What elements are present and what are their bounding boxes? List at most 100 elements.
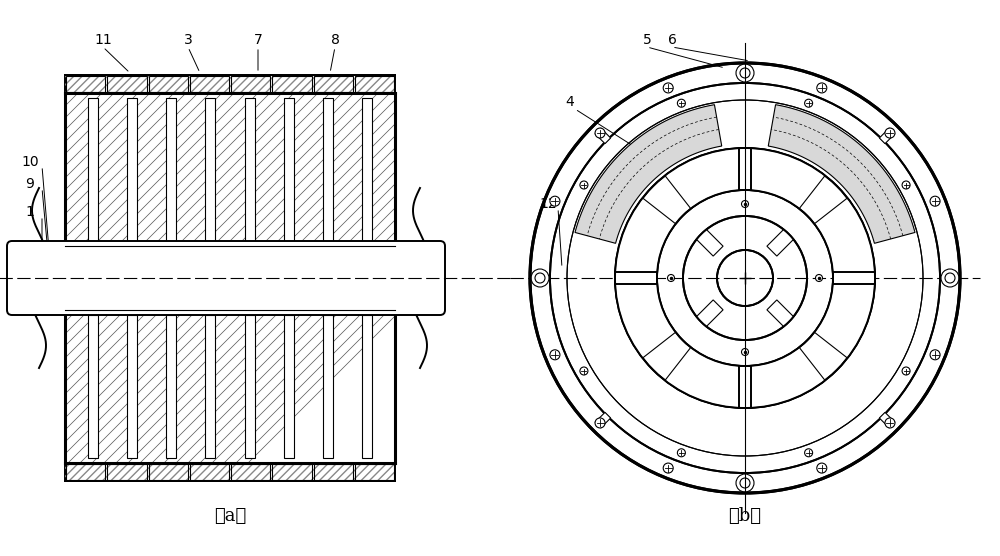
Circle shape [817, 83, 827, 93]
Polygon shape [615, 198, 676, 358]
Circle shape [930, 196, 940, 206]
Polygon shape [739, 148, 751, 190]
Polygon shape [767, 229, 794, 256]
Circle shape [941, 269, 959, 287]
Circle shape [663, 463, 673, 473]
Bar [245, 98, 255, 241]
Circle shape [930, 350, 940, 360]
Circle shape [740, 68, 750, 78]
Bar [107, 76, 146, 92]
Circle shape [531, 269, 549, 287]
Bar [88, 98, 98, 241]
Circle shape [805, 99, 813, 107]
Circle shape [683, 216, 807, 340]
Bar [66, 464, 105, 480]
Bar [65, 93, 395, 246]
Bar [595, 413, 611, 428]
Bar [355, 464, 394, 480]
Bar [127, 315, 137, 458]
Polygon shape [575, 105, 722, 244]
Bar [205, 98, 215, 241]
Bar [314, 76, 353, 92]
Circle shape [663, 83, 673, 93]
Circle shape [550, 350, 560, 360]
Bar [47, 284, 65, 312]
Text: 4: 4 [566, 95, 574, 109]
Bar [362, 98, 372, 241]
Circle shape [885, 128, 895, 138]
Bar [66, 76, 105, 92]
Bar [231, 76, 270, 92]
Circle shape [595, 128, 605, 138]
Text: 11: 11 [94, 33, 112, 47]
Circle shape [736, 64, 754, 82]
Bar [362, 315, 372, 458]
Circle shape [742, 201, 748, 207]
Text: 3: 3 [184, 33, 192, 47]
Bar [272, 464, 312, 480]
Bar [127, 98, 137, 241]
Text: 10: 10 [21, 155, 39, 169]
Bar [323, 315, 333, 458]
Circle shape [717, 250, 773, 306]
Polygon shape [814, 198, 875, 358]
Polygon shape [615, 272, 657, 284]
Circle shape [550, 83, 940, 473]
Circle shape [816, 275, 822, 281]
Bar [245, 315, 255, 458]
Polygon shape [833, 272, 875, 284]
Bar [284, 315, 294, 458]
Bar [166, 315, 176, 458]
Text: （a）: （a） [214, 507, 246, 525]
Text: （b）: （b） [728, 507, 762, 525]
Circle shape [677, 449, 685, 457]
Text: 5: 5 [643, 33, 651, 47]
Circle shape [902, 367, 910, 375]
Circle shape [657, 190, 833, 366]
Circle shape [615, 148, 875, 408]
Circle shape [805, 449, 813, 457]
Bar [47, 244, 65, 272]
FancyBboxPatch shape [391, 256, 421, 300]
Bar [65, 75, 395, 93]
Circle shape [677, 99, 685, 107]
Polygon shape [768, 105, 915, 244]
Bar [323, 98, 333, 241]
Bar [879, 128, 895, 143]
Text: 1: 1 [26, 205, 34, 219]
Circle shape [817, 463, 827, 473]
Polygon shape [696, 229, 723, 256]
Circle shape [530, 63, 960, 493]
Bar [65, 75, 395, 93]
Bar [355, 76, 394, 92]
Bar [88, 315, 98, 458]
Bar [148, 464, 188, 480]
Circle shape [580, 181, 588, 189]
Bar [65, 463, 395, 481]
Polygon shape [665, 348, 825, 408]
Text: 12: 12 [539, 197, 557, 211]
Text: 9: 9 [26, 177, 34, 191]
Text: 6: 6 [668, 33, 676, 47]
Circle shape [740, 478, 750, 488]
Bar [190, 464, 229, 480]
Circle shape [580, 367, 588, 375]
Bar [879, 413, 895, 428]
Circle shape [902, 181, 910, 189]
Bar [231, 464, 270, 480]
Circle shape [945, 273, 955, 283]
Bar [205, 315, 215, 458]
Bar [314, 464, 353, 480]
Circle shape [550, 196, 560, 206]
Circle shape [736, 474, 754, 492]
Bar [595, 128, 611, 143]
Text: 8: 8 [331, 33, 339, 47]
Circle shape [535, 273, 545, 283]
Bar [148, 76, 188, 92]
Polygon shape [696, 300, 723, 327]
Circle shape [885, 418, 895, 428]
FancyBboxPatch shape [7, 241, 445, 315]
Text: 7: 7 [254, 33, 262, 47]
Bar [272, 76, 312, 92]
Polygon shape [739, 366, 751, 408]
